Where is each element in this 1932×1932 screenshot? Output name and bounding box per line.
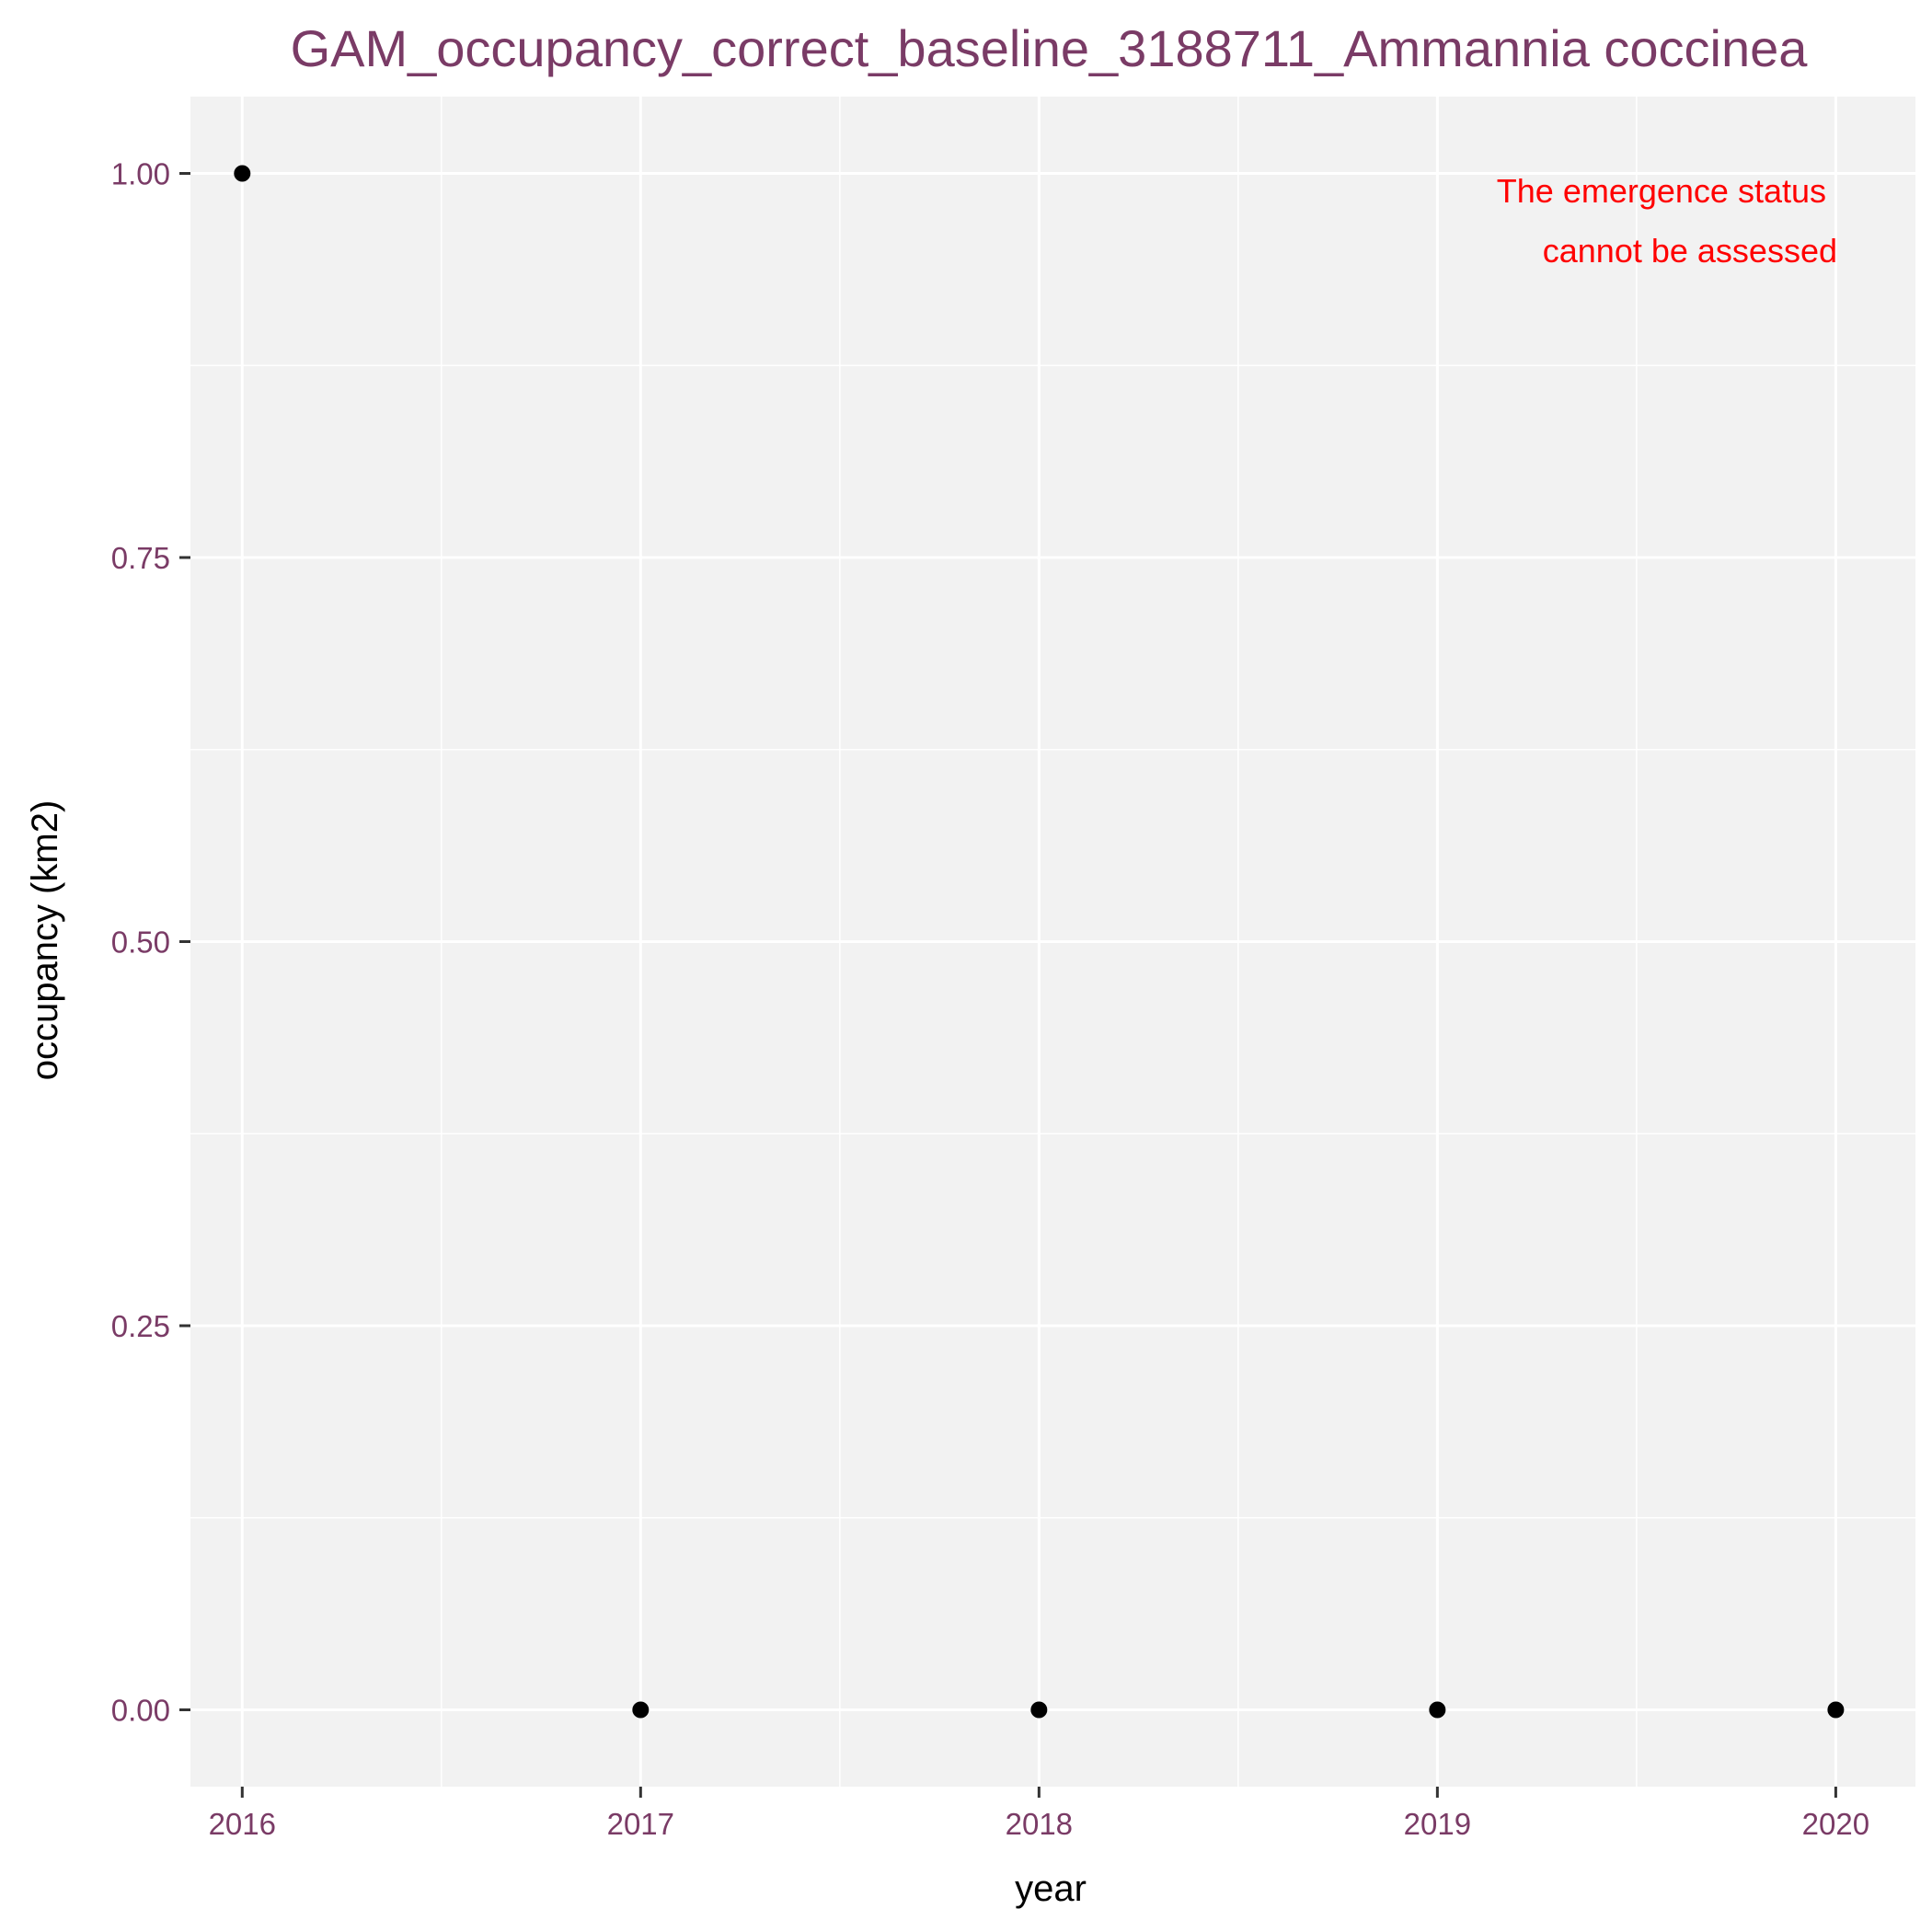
data-point bbox=[1827, 1701, 1845, 1719]
chart-title: GAM_occupancy_correct_baseline_3188711_A… bbox=[291, 19, 1809, 77]
y-tick-label: 0.25 bbox=[111, 1309, 170, 1343]
x-axis: 2016 2017 2018 2019 2020 bbox=[209, 1787, 1869, 1841]
y-tick-label: 0.00 bbox=[111, 1694, 170, 1728]
data-point bbox=[1030, 1701, 1048, 1719]
annotation-line-2: cannot be assessed bbox=[1543, 232, 1837, 270]
x-tick-label: 2019 bbox=[1404, 1807, 1471, 1841]
x-axis-title: year bbox=[1015, 1869, 1087, 1909]
y-tick-label: 0.75 bbox=[111, 541, 170, 575]
data-point bbox=[1429, 1701, 1446, 1719]
major-gridlines bbox=[190, 97, 1915, 1787]
x-tick-label: 2016 bbox=[209, 1807, 276, 1841]
y-axis: 0.00 0.25 0.50 0.75 1.00 bbox=[111, 157, 190, 1728]
data-point bbox=[234, 165, 251, 182]
x-tick-label: 2018 bbox=[1006, 1807, 1073, 1841]
x-tick-label: 2020 bbox=[1802, 1807, 1869, 1841]
y-tick-label: 1.00 bbox=[111, 157, 170, 191]
y-tick-label: 0.50 bbox=[111, 926, 170, 960]
data-point bbox=[632, 1701, 650, 1719]
y-axis-title: occupancy (km2) bbox=[25, 800, 65, 1081]
data-points bbox=[234, 165, 1845, 1719]
annotation-line-1: The emergence status bbox=[1497, 172, 1826, 210]
x-tick-label: 2017 bbox=[607, 1807, 674, 1841]
